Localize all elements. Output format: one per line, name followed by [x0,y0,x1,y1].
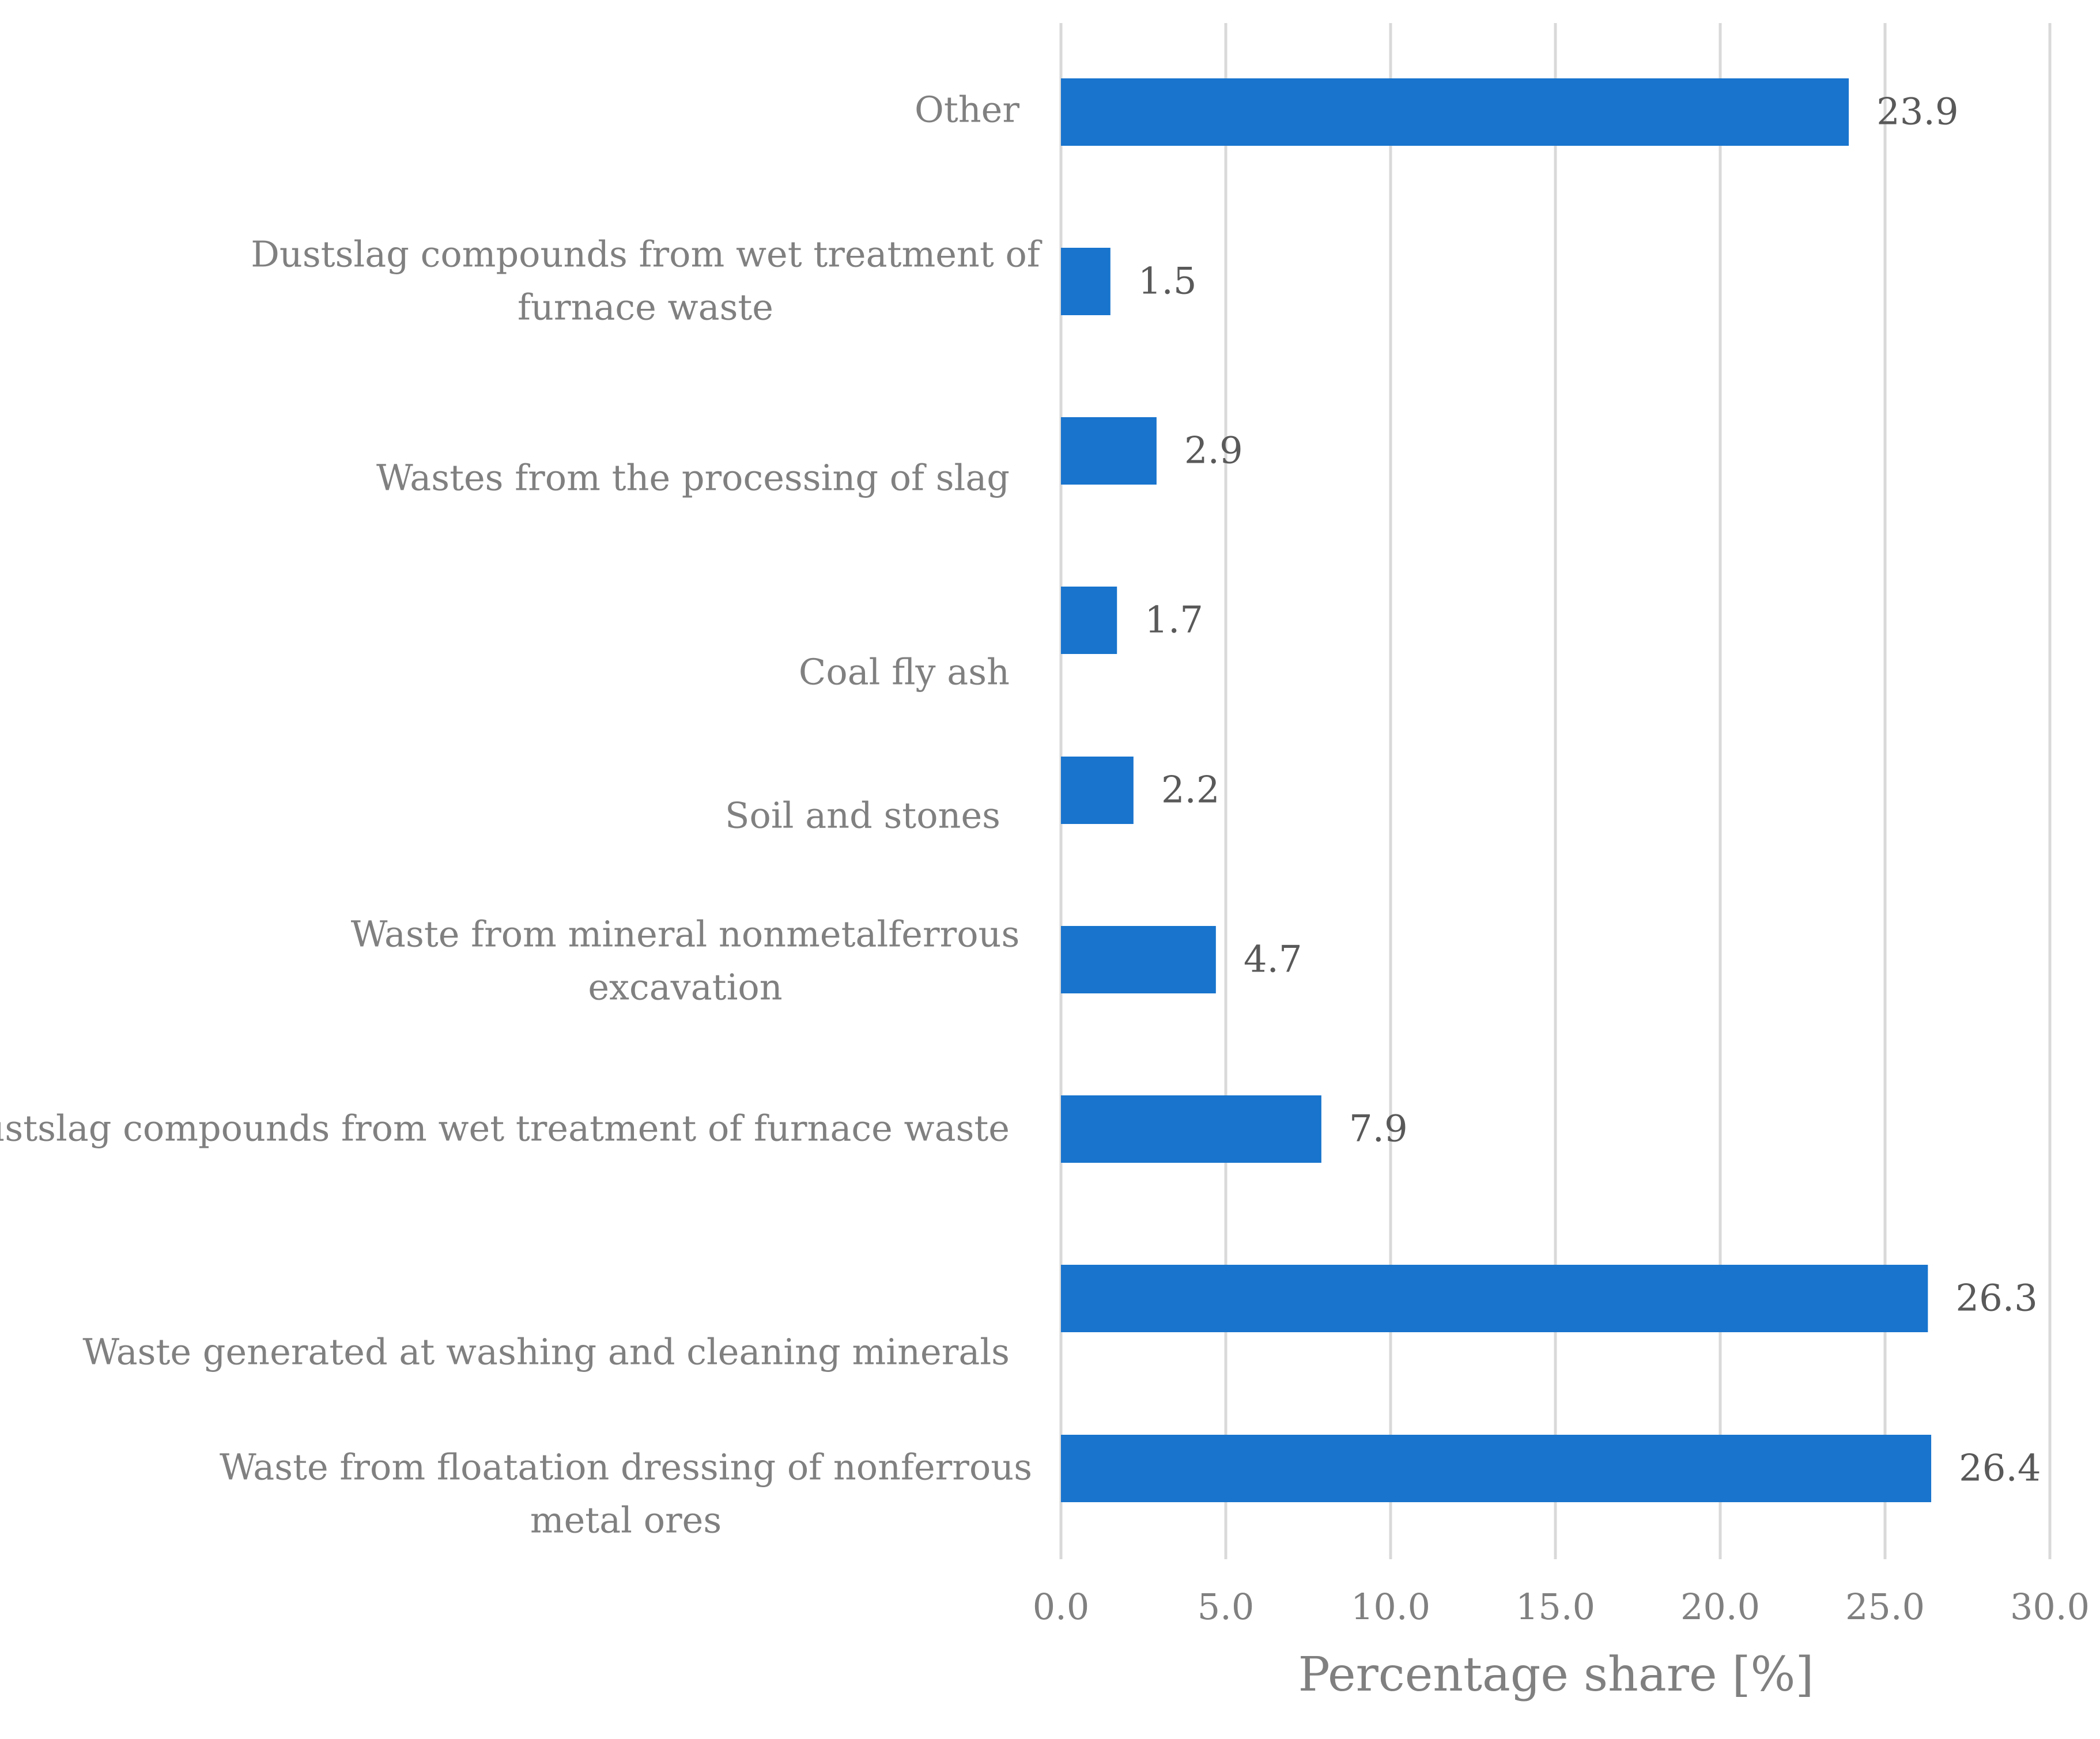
x-tick-label: 30.0 [2010,1586,2090,1628]
category-label: furnace waste [518,286,773,328]
bar [1061,1435,1932,1502]
x-tick-label: 25.0 [1845,1586,1925,1628]
bar [1061,1265,1928,1332]
value-label: 7.9 [1349,1108,1408,1151]
x-tick-label: 20.0 [1680,1586,1760,1628]
category-label: Wastes from the processing of slag [376,457,1010,499]
bar [1061,1095,1321,1163]
x-tick-label: 15.0 [1516,1586,1595,1628]
bar [1061,417,1157,485]
gridlines [1059,23,2052,1559]
value-label: 4.7 [1244,939,1302,981]
value-label: 23.9 [1876,91,1959,134]
category-label: Soil and stones [725,795,1000,837]
category-label: Waste from floatation dressing of nonfer… [220,1446,1032,1488]
value-label: 26.4 [1959,1447,2041,1490]
category-label: metal ores [530,1499,722,1541]
category-label: Other [915,89,1019,131]
bar [1061,78,1849,146]
category-label: Coal fly ash [799,651,1010,693]
x-axis-title: Percentage share [%] [1298,1647,1814,1702]
x-tick-label: 5.0 [1198,1586,1255,1628]
value-label: 1.5 [1138,260,1197,303]
bars: 23.9 1.5 2.9 1.7 2.2 4.7 7.9 26.3 26.4 [1061,78,2041,1502]
x-tick-label: 0.0 [1033,1586,1090,1628]
x-tick-label: 10.0 [1351,1586,1430,1628]
category-label: Dustslag compounds from wet treatment of [251,233,1043,275]
value-label: 1.7 [1145,599,1203,642]
category-labels: Other Dustslag compounds from wet treatme… [0,89,1043,1541]
category-label: excavation [588,966,782,1008]
bar [1061,757,1134,824]
category-label: Dustslag compounds from wet treatment of… [0,1107,1010,1150]
bar [1061,587,1117,654]
value-label: 2.2 [1161,769,1220,812]
value-label: 26.3 [1955,1277,2038,1320]
category-label: Waste from mineral nonmetalferrous [351,913,1020,955]
x-axis-ticks: 0.0 5.0 10.0 15.0 20.0 25.0 30.0 [1033,1586,2090,1628]
category-label: Waste generated at washing and cleaning … [82,1331,1010,1373]
bar [1061,926,1216,993]
value-label: 2.9 [1184,430,1243,472]
bar [1061,248,1111,315]
